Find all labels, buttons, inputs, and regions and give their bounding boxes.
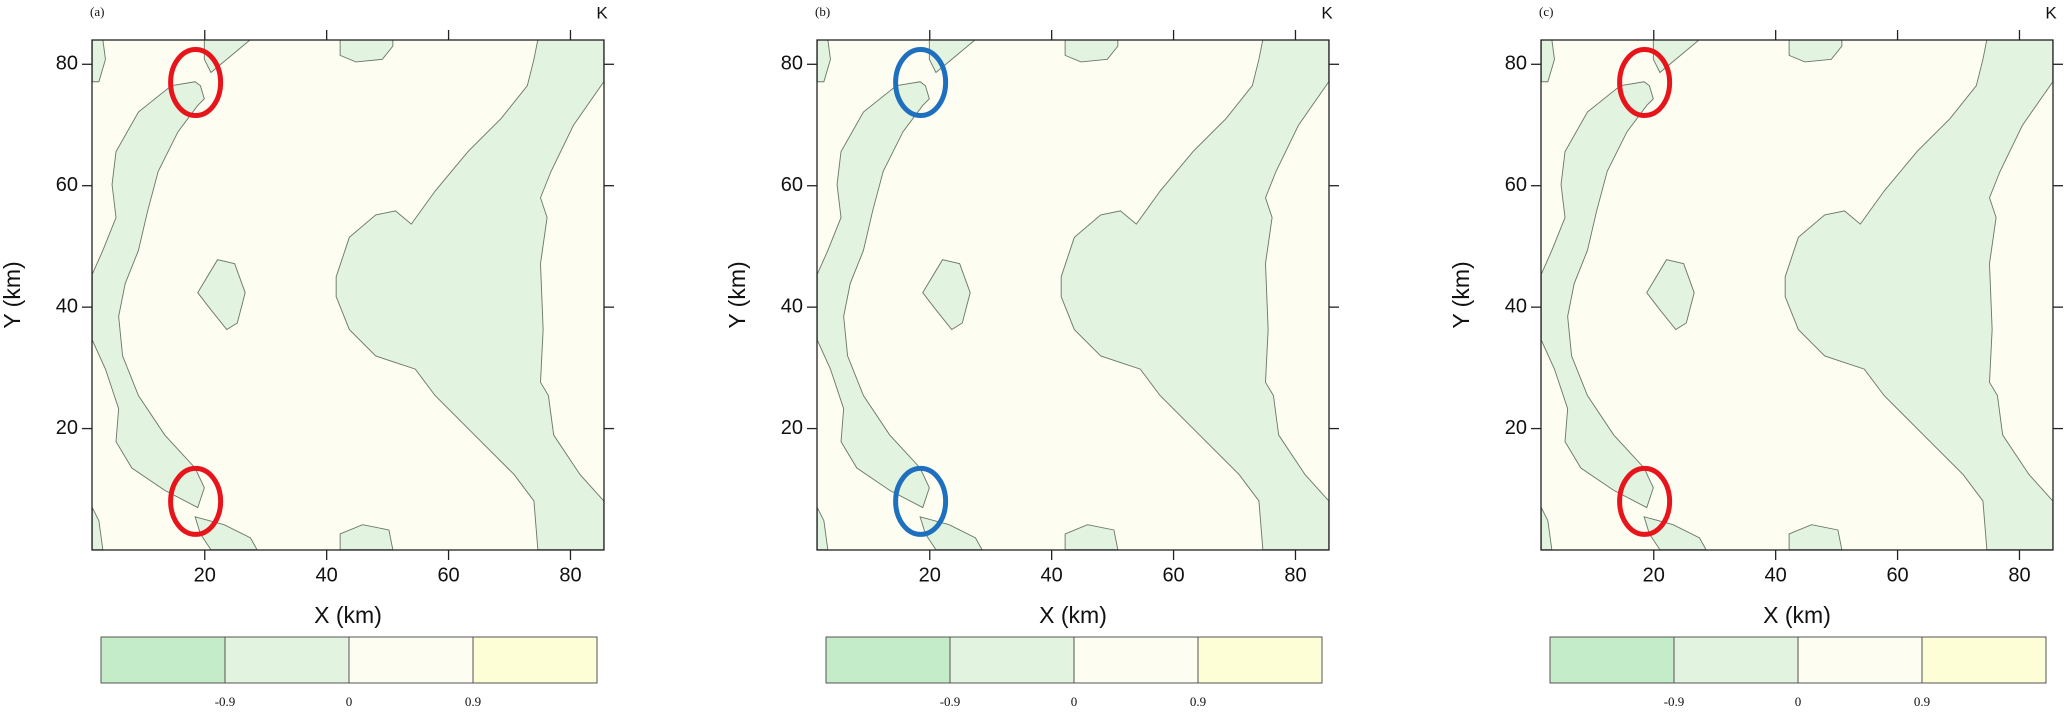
highlight-circle [168, 465, 224, 537]
colorbar-label: 0 [1071, 694, 1078, 709]
highlight-circle [1617, 47, 1673, 118]
y-tick-label: 40 [1505, 295, 1527, 317]
x-tick-label: 40 [316, 564, 338, 586]
y-tick-label: 40 [781, 295, 803, 317]
x-tick-label: 60 [1162, 564, 1184, 586]
x-tick-label: 80 [1284, 564, 1306, 586]
colorbar-label: -0.9 [1664, 694, 1685, 709]
colorbar-label: 0.9 [1190, 694, 1206, 709]
x-tick-label: 80 [559, 564, 581, 586]
plot-frame [816, 39, 1330, 551]
colorbar-box [1797, 636, 1923, 684]
y-tick-label: 20 [56, 417, 78, 439]
x-tick-label: 60 [437, 564, 459, 586]
y-tick-label: 80 [56, 53, 78, 75]
highlight-circle [1617, 465, 1673, 537]
x-axis-label: X (km) [314, 602, 382, 628]
x-tick-label: 60 [1886, 564, 1908, 586]
highlight-circle [893, 465, 949, 537]
y-axis-label: Y (km) [0, 261, 25, 328]
unit-label: K [596, 3, 608, 22]
y-tick-label: 20 [1505, 417, 1527, 439]
unit-label: K [2045, 3, 2057, 22]
y-tick-label: 60 [56, 174, 78, 196]
panel: 20 40 60 80 20 40 60 80 (a) K X (km) Y (km) -0.9 0 0.9 [0, 3, 614, 709]
colorbar-box [1549, 636, 1675, 684]
x-tick-label: 40 [1765, 564, 1787, 586]
x-tick-label: 20 [194, 564, 216, 586]
colorbar-box [949, 636, 1075, 684]
y-tick-label: 80 [1505, 53, 1527, 75]
colorbar-box [1673, 636, 1799, 684]
colorbar-box [348, 636, 474, 684]
colorbar-label: -0.9 [940, 694, 961, 709]
colorbar-label: 0.9 [1914, 694, 1930, 709]
colorbar-box [472, 636, 598, 684]
panel-label: (c) [1539, 4, 1553, 19]
panel-label: (a) [90, 4, 104, 19]
colorbar-box [1073, 636, 1199, 684]
colorbar-box [1197, 636, 1323, 684]
y-axis-label: Y (km) [724, 261, 750, 328]
y-tick-label: 60 [781, 174, 803, 196]
x-axis-label: X (km) [1039, 602, 1107, 628]
colorbar-box [825, 636, 951, 684]
unit-label: K [1321, 3, 1333, 22]
x-tick-label: 20 [1643, 564, 1665, 586]
colorbar-box [100, 636, 226, 684]
y-tick-label: 80 [781, 53, 803, 75]
x-axis-label: X (km) [1763, 602, 1831, 628]
highlight-circle [168, 47, 224, 118]
y-tick-label: 40 [56, 295, 78, 317]
highlight-circle [893, 47, 949, 118]
colorbar-label: -0.9 [215, 694, 236, 709]
panel-label: (b) [815, 4, 830, 19]
colorbar-label: 0 [346, 694, 353, 709]
plot-frame [91, 39, 605, 551]
y-axis-label: Y (km) [1448, 261, 1474, 328]
x-tick-label: 20 [919, 564, 941, 586]
panel: 20 40 60 80 20 40 60 80 (b) K X (km) Y (km) -0.9 0 0.9 [724, 3, 1339, 709]
x-tick-label: 80 [2008, 564, 2030, 586]
colorbar-label: 0.9 [465, 694, 481, 709]
panel: 20 40 60 80 20 40 60 80 (c) K X (km) Y (km) -0.9 0 0.9 [1448, 3, 2063, 709]
colorbar-box [1921, 636, 2047, 684]
y-tick-label: 60 [1505, 174, 1527, 196]
colorbar-label: 0 [1795, 694, 1802, 709]
plot-frame [1540, 39, 2054, 551]
y-tick-label: 20 [781, 417, 803, 439]
x-tick-label: 40 [1041, 564, 1063, 586]
colorbar-box [224, 636, 350, 684]
